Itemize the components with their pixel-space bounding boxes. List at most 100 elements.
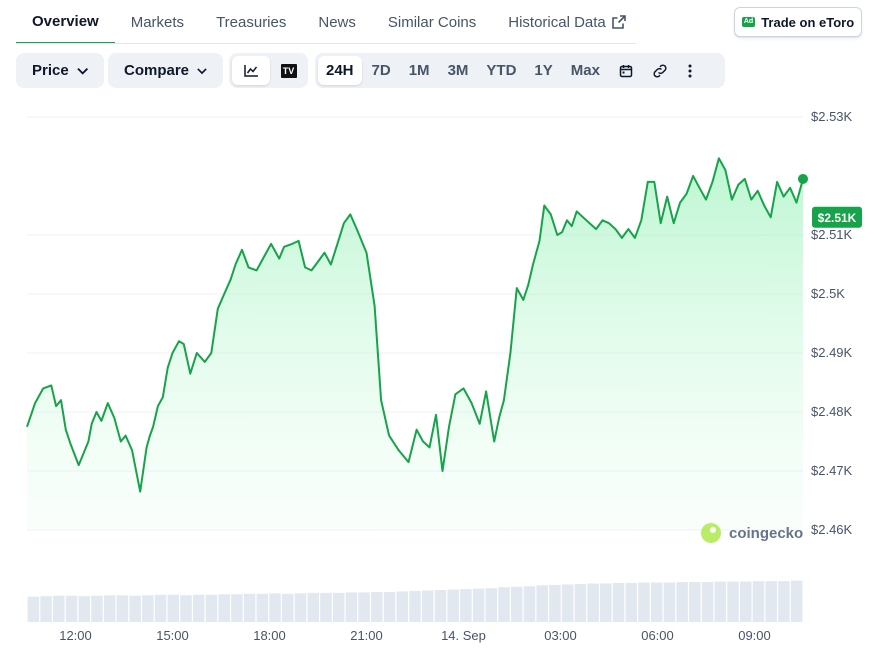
ad-badge: Ad xyxy=(741,17,756,27)
volume-bar xyxy=(269,593,281,622)
chevron-down-icon xyxy=(76,67,88,75)
volume-bar xyxy=(282,593,294,622)
tradingview-icon: TV xyxy=(280,63,297,78)
volume-bar xyxy=(167,594,180,622)
y-axis: $2.53K $2.51K $2.5K $2.49K $2.48K $2.47K $2.46… xyxy=(811,109,853,537)
chevron-down-icon xyxy=(197,67,207,74)
tab-markets[interactable]: Markets xyxy=(130,13,185,31)
price-dropdown-wrap: Price xyxy=(16,53,104,88)
x-tick-label: 12:00 xyxy=(59,628,92,643)
trade-on-etoro-button[interactable]: Ad Trade on eToro xyxy=(734,7,862,37)
range-1m-button[interactable]: 1M xyxy=(408,62,430,79)
range-3m-button[interactable]: 3M xyxy=(447,62,469,79)
y-tick-label: $2.5K xyxy=(811,286,845,301)
volume-bar xyxy=(129,595,141,622)
range-7d-button[interactable]: 7D xyxy=(371,62,391,79)
y-tick-label: $2.46K xyxy=(811,522,853,537)
volume-bar xyxy=(358,592,370,622)
y-tick-label: $2.49K xyxy=(811,345,853,360)
volume-bar xyxy=(396,591,409,622)
tradingview-button[interactable]: TV xyxy=(272,56,305,85)
volume-bars xyxy=(27,580,803,622)
volume-bar xyxy=(549,584,561,622)
volume-bar xyxy=(612,582,625,622)
range-24h-button[interactable]: 24H xyxy=(318,56,362,85)
current-price-badge: $2.51K xyxy=(812,206,862,228)
volume-bar xyxy=(447,589,459,622)
etoro-label: Trade on eToro xyxy=(761,14,855,30)
compare-dropdown-label: Compare xyxy=(124,62,190,79)
y-tick-label: $2.48K xyxy=(811,404,853,419)
volume-bar xyxy=(714,581,727,622)
x-tick-label: 15:00 xyxy=(156,628,189,643)
x-tick-label: 06:00 xyxy=(641,628,674,643)
volume-bar xyxy=(383,591,396,622)
volume-bar xyxy=(511,586,523,622)
gecko-logo-icon xyxy=(701,523,721,543)
gecko-logo-eye xyxy=(710,527,716,533)
range-ytd-button[interactable]: YTD xyxy=(486,62,517,79)
volume-bar xyxy=(727,581,739,622)
link-icon xyxy=(653,63,667,78)
volume-bar xyxy=(243,593,256,622)
share-link-button[interactable] xyxy=(644,56,676,85)
volume-bar xyxy=(294,593,307,622)
line-chart-icon xyxy=(243,65,258,77)
tab-historical-data[interactable]: Historical Data xyxy=(492,0,642,44)
watermark-text: coingecko xyxy=(729,525,803,542)
volume-bar xyxy=(320,592,332,622)
range-selector: 24H 7D 1M 3M YTD 1Y Max xyxy=(315,53,725,88)
price-chart[interactable]: $2.53K $2.51K $2.5K $2.49K $2.48K $2.47K $2.46… xyxy=(0,96,882,649)
volume-bar xyxy=(142,595,154,622)
volume-bar xyxy=(765,581,777,622)
tab-similar-coins[interactable]: Similar Coins xyxy=(387,13,477,31)
chart-type-toggle: TV xyxy=(229,53,308,88)
more-options-button[interactable] xyxy=(678,56,702,85)
x-tick-label: 03:00 xyxy=(544,628,577,643)
current-price-badge-bg xyxy=(812,206,862,228)
y-tick-label: $2.53K xyxy=(811,109,853,124)
tab-news[interactable]: News xyxy=(318,13,356,31)
compare-dropdown-wrap: Compare xyxy=(108,53,223,88)
price-dropdown[interactable]: Price xyxy=(16,53,104,88)
volume-bar xyxy=(218,594,230,622)
volume-bar xyxy=(345,592,358,622)
line-chart-button[interactable] xyxy=(232,56,270,85)
x-tick-label: 09:00 xyxy=(738,628,771,643)
volume-bar xyxy=(154,594,167,622)
range-1y-button[interactable]: 1Y xyxy=(534,62,553,79)
external-link-icon xyxy=(611,15,626,29)
volume-bar xyxy=(625,582,638,622)
y-tick-label: $2.51K xyxy=(811,227,853,242)
tab-overview[interactable]: Overview xyxy=(16,0,115,44)
volume-bar xyxy=(27,596,40,622)
tabs-divider xyxy=(16,43,636,44)
calendar-button[interactable] xyxy=(610,56,642,85)
volume-bar xyxy=(472,588,485,622)
tab-historical-data-label: Historical Data xyxy=(508,13,606,31)
volume-bar xyxy=(498,587,510,622)
volume-bar xyxy=(638,582,650,622)
x-tick-label: 18:00 xyxy=(253,628,286,643)
volume-bar xyxy=(91,595,103,622)
tab-treasuries[interactable]: Treasuries xyxy=(216,13,287,31)
volume-bar xyxy=(205,594,218,622)
compare-dropdown[interactable]: Compare xyxy=(108,53,223,88)
x-tick-label: 14. Sep xyxy=(441,628,486,643)
volume-bar xyxy=(40,596,52,622)
range-max-button[interactable]: Max xyxy=(570,62,600,79)
volume-bar xyxy=(650,582,663,622)
x-tick-label: 21:00 xyxy=(350,628,383,643)
volume-bar xyxy=(701,582,714,622)
volume-bar xyxy=(307,592,319,622)
volume-bar xyxy=(116,595,129,622)
price-area xyxy=(27,158,803,531)
y-tick-label: $2.47K xyxy=(811,463,853,478)
volume-bar xyxy=(523,586,536,622)
volume-bar xyxy=(192,594,205,622)
volume-bar xyxy=(231,594,243,622)
volume-bar xyxy=(689,582,701,622)
volume-bar xyxy=(600,583,612,622)
volume-bar xyxy=(78,596,91,622)
volume-bar xyxy=(371,591,383,622)
